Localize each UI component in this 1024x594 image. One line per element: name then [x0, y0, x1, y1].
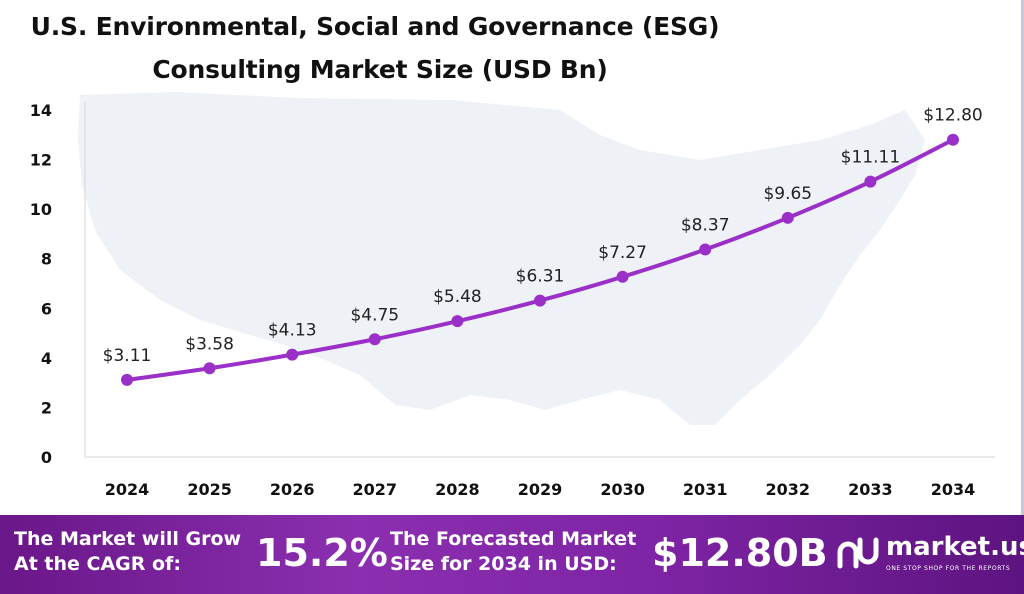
data-label-2029: $6.31: [516, 267, 565, 287]
brand-logo[interactable]: market.us ONE STOP SHOP FOR THE REPORTS: [836, 532, 1024, 582]
data-point-2027[interactable]: [368, 333, 381, 346]
x-tick-label: 2034: [931, 480, 976, 499]
x-tick-label: 2025: [187, 480, 232, 499]
forecast-value: $12.80B: [652, 531, 828, 575]
data-label-2027: $4.75: [350, 305, 399, 325]
y-tick-label: 10: [30, 200, 52, 219]
x-tick-label: 2031: [683, 480, 728, 499]
y-tick-label: 14: [30, 101, 52, 120]
data-point-2031[interactable]: [699, 243, 712, 256]
cagr-value: 15.2%: [256, 531, 388, 575]
data-label-2033: $11.11: [841, 148, 900, 168]
x-tick-label: 2028: [435, 480, 480, 499]
data-point-2024[interactable]: [121, 373, 133, 386]
data-label-2026: $4.13: [268, 321, 317, 341]
forecast-label: The Forecasted Market Size for 2034 in U…: [390, 528, 637, 575]
y-tick-label: 2: [41, 398, 52, 417]
data-point-2026[interactable]: [286, 348, 299, 361]
x-tick-label: 2032: [766, 480, 811, 499]
data-label-2031: $8.37: [681, 216, 730, 236]
data-point-2032[interactable]: [781, 211, 794, 224]
data-label-2030: $7.27: [598, 243, 647, 263]
brand-tagline: ONE STOP SHOP FOR THE REPORTS: [886, 565, 1011, 572]
data-label-2034: $12.80: [923, 106, 982, 126]
data-label-2028: $5.48: [433, 287, 482, 307]
data-point-2034[interactable]: [947, 133, 959, 146]
data-point-2033[interactable]: [864, 175, 877, 188]
x-tick-label: 2026: [270, 480, 315, 499]
line-chart: 0 2 4 6 8 10 12 14 2024 2025 2026 2027 2028 2029 2030 2…: [30, 92, 995, 499]
y-tick-label: 4: [41, 349, 52, 368]
chart-title-line2: Consulting Market Size (USD Bn): [152, 55, 608, 84]
y-tick-label: 0: [41, 448, 52, 467]
y-tick-label: 12: [30, 151, 52, 170]
x-tick-label: 2029: [518, 480, 563, 499]
brand-name: market.us: [886, 532, 1024, 562]
data-label-2025: $3.58: [185, 334, 234, 354]
data-label-2032: $9.65: [763, 184, 812, 204]
data-label-2024: $3.11: [103, 346, 152, 366]
data-point-2025[interactable]: [203, 362, 216, 375]
x-tick-label: 2030: [600, 480, 645, 499]
us-map-background: [78, 92, 925, 425]
data-point-2028[interactable]: [451, 315, 464, 328]
data-point-2030[interactable]: [616, 270, 629, 283]
footer-banner: The Market will Grow At the CAGR of: 15.…: [0, 515, 1024, 594]
data-point-2029[interactable]: [534, 294, 546, 307]
x-tick-label: 2027: [353, 480, 398, 499]
chart-title-line1: U.S. Environmental, Social and Governanc…: [30, 12, 720, 41]
y-tick-label: 6: [41, 299, 52, 318]
cagr-label: The Market will Grow At the CAGR of:: [14, 528, 242, 575]
y-tick-label: 8: [41, 250, 52, 269]
market-us-logo-icon: [837, 537, 879, 569]
x-tick-label: 2024: [105, 480, 150, 499]
x-tick-label: 2033: [848, 480, 893, 499]
